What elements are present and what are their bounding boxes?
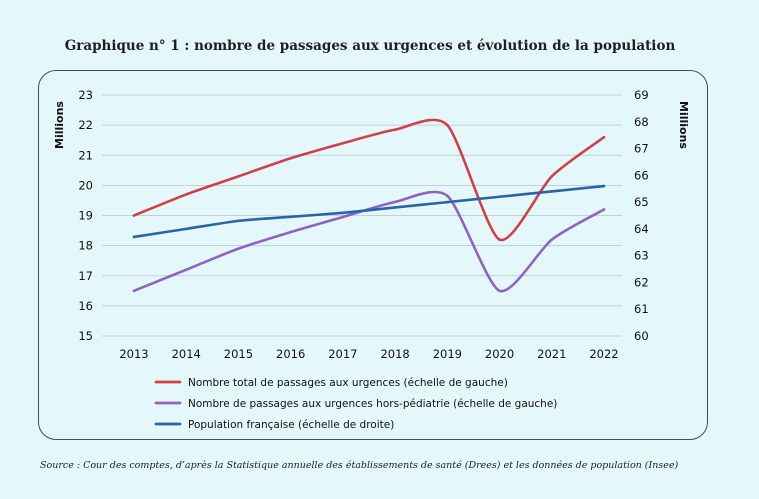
data-point <box>550 190 554 193</box>
left-tick-label: 16 <box>78 299 93 313</box>
x-tick-label: 2018 <box>380 347 409 361</box>
series-line-3 <box>132 184 606 239</box>
left-tick-label: 20 <box>78 178 93 192</box>
data-point <box>446 123 449 127</box>
left-tick-label: 19 <box>78 209 93 223</box>
data-point <box>498 238 501 241</box>
data-point <box>341 215 345 219</box>
right-tick-label: 60 <box>634 329 649 343</box>
data-point <box>184 193 188 196</box>
x-axis-ticks: 2013 2014 2015 2016 2017 2018 2019 2020 2021 2022 <box>119 347 618 361</box>
data-point <box>550 175 554 178</box>
data-point <box>237 219 240 223</box>
left-tick-label: 15 <box>78 329 93 343</box>
right-axis-ticks: 60 61 62 63 64 65 66 67 68 69 <box>634 88 649 343</box>
data-point <box>289 215 292 219</box>
right-tick-label: 61 <box>634 302 649 316</box>
data-point <box>237 247 240 250</box>
data-point <box>550 238 554 241</box>
chart-title: Graphique n° 1 : nombre de passages aux … <box>64 38 676 54</box>
data-point <box>393 206 397 209</box>
data-point <box>132 235 136 239</box>
x-tick-label: 2016 <box>276 347 305 361</box>
right-tick-label: 64 <box>634 222 649 236</box>
chart-frame <box>38 70 708 440</box>
series-line-1 <box>132 118 606 241</box>
right-tick-label: 66 <box>634 168 649 182</box>
data-point <box>446 200 449 204</box>
legend-label-1: Nombre total de passages aux urgences (é… <box>188 377 508 389</box>
right-tick-label: 62 <box>634 275 649 289</box>
x-tick-label: 2022 <box>589 347 618 361</box>
left-axis-label: Millions <box>53 101 66 149</box>
left-tick-label: 18 <box>78 239 93 253</box>
series-line-2 <box>132 190 606 293</box>
data-point <box>446 194 449 198</box>
data-point <box>393 200 397 204</box>
left-tick-label: 17 <box>78 269 93 283</box>
left-tick-label: 22 <box>78 118 93 132</box>
x-tick-label: 2015 <box>224 347 253 361</box>
data-point <box>184 268 188 272</box>
data-point <box>393 128 397 131</box>
data-point <box>237 175 240 178</box>
data-point <box>132 289 136 293</box>
legend: Nombre total de passages aux urgences (é… <box>154 377 557 431</box>
data-point <box>341 211 345 215</box>
x-tick-label: 2021 <box>537 347 566 361</box>
series-lines <box>132 118 606 293</box>
right-tick-label: 67 <box>634 142 649 156</box>
left-tick-label: 21 <box>78 148 93 162</box>
x-tick-label: 2020 <box>485 347 514 361</box>
data-point <box>341 141 345 145</box>
data-point <box>184 227 188 231</box>
right-axis-label: Millions <box>677 101 690 149</box>
data-point <box>289 156 292 160</box>
right-tick-label: 63 <box>634 249 649 263</box>
data-point <box>289 230 292 234</box>
right-tick-label: 69 <box>634 88 649 102</box>
source-note: Source : Cour des comptes, d’après la St… <box>40 460 679 471</box>
data-point <box>132 214 136 217</box>
x-tick-label: 2019 <box>433 347 462 361</box>
x-tick-label: 2017 <box>328 347 357 361</box>
data-point <box>498 289 501 293</box>
right-tick-label: 65 <box>634 195 649 209</box>
left-axis-ticks: 15 16 17 18 19 20 21 22 23 <box>78 88 93 343</box>
data-point <box>602 135 606 139</box>
data-point <box>498 195 501 199</box>
data-point <box>602 184 606 188</box>
grid-lines <box>102 94 622 337</box>
data-point <box>602 208 606 211</box>
right-tick-label: 68 <box>634 115 649 129</box>
left-tick-label: 23 <box>78 88 93 102</box>
legend-label-3: Population française (échelle de droite) <box>188 419 394 431</box>
x-tick-label: 2013 <box>119 347 148 361</box>
legend-label-2: Nombre de passages aux urgences hors-péd… <box>188 398 557 410</box>
x-tick-label: 2014 <box>172 347 201 361</box>
